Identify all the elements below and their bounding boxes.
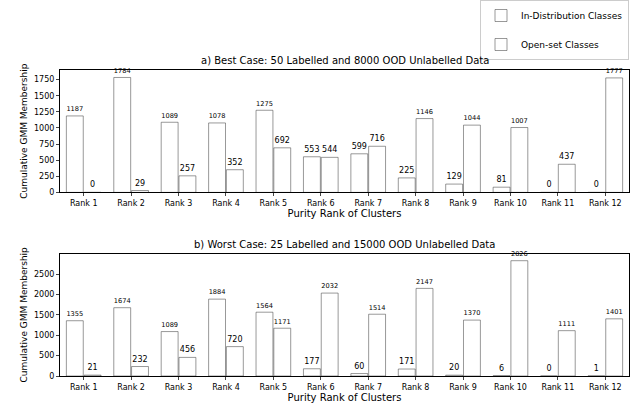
svg-text:500: 500 <box>39 351 54 360</box>
svg-text:Rank 5: Rank 5 <box>260 383 288 392</box>
svg-text:Rank 7: Rank 7 <box>354 383 382 392</box>
svg-text:a) Best Case: 50 Labelled and: a) Best Case: 50 Labelled and 8000 OOD U… <box>201 55 489 66</box>
svg-text:1187: 1187 <box>66 105 83 113</box>
svg-text:Rank 4: Rank 4 <box>212 199 240 208</box>
svg-text:In-Distribution Classes: In-Distribution Classes <box>521 11 622 21</box>
svg-text:1401: 1401 <box>606 308 623 316</box>
svg-text:21: 21 <box>88 363 98 372</box>
svg-text:1146: 1146 <box>416 108 433 116</box>
svg-text:500: 500 <box>39 156 54 165</box>
svg-text:Rank 4: Rank 4 <box>212 383 240 392</box>
svg-text:437: 437 <box>559 152 574 161</box>
svg-text:6: 6 <box>499 364 504 373</box>
svg-text:0: 0 <box>90 180 95 189</box>
svg-text:1000: 1000 <box>34 124 54 133</box>
svg-text:544: 544 <box>322 145 337 154</box>
svg-text:Rank 1: Rank 1 <box>70 199 98 208</box>
svg-text:352: 352 <box>227 158 242 167</box>
svg-text:Rank 2: Rank 2 <box>117 199 145 208</box>
svg-text:1750: 1750 <box>34 75 54 84</box>
svg-text:257: 257 <box>180 164 195 173</box>
svg-text:250: 250 <box>39 172 54 181</box>
svg-text:2000: 2000 <box>34 290 54 299</box>
svg-text:Rank 12: Rank 12 <box>589 383 622 392</box>
svg-text:1884: 1884 <box>209 288 226 296</box>
svg-text:Purity Rank of Clusters: Purity Rank of Clusters <box>288 208 402 219</box>
svg-text:1250: 1250 <box>34 108 54 117</box>
svg-text:Rank 3: Rank 3 <box>165 199 193 208</box>
svg-text:1111: 1111 <box>558 320 575 328</box>
svg-text:1355: 1355 <box>66 310 83 318</box>
svg-text:177: 177 <box>304 357 319 366</box>
svg-text:1007: 1007 <box>511 117 528 125</box>
svg-text:Rank 6: Rank 6 <box>307 199 335 208</box>
svg-text:20: 20 <box>449 363 459 372</box>
svg-text:0: 0 <box>49 372 54 381</box>
svg-text:1078: 1078 <box>209 112 226 120</box>
svg-text:1500: 1500 <box>34 92 54 101</box>
svg-text:692: 692 <box>275 136 290 145</box>
svg-text:1784: 1784 <box>114 67 131 75</box>
svg-text:0: 0 <box>594 180 599 189</box>
svg-text:0: 0 <box>49 188 54 197</box>
svg-text:599: 599 <box>352 142 367 151</box>
svg-text:225: 225 <box>399 166 414 175</box>
svg-text:456: 456 <box>180 345 195 354</box>
svg-text:Purity Rank of Clusters: Purity Rank of Clusters <box>288 392 402 403</box>
svg-text:2032: 2032 <box>321 282 338 290</box>
svg-text:Open-set Classes: Open-set Classes <box>521 40 599 50</box>
svg-text:0: 0 <box>546 180 551 189</box>
svg-text:1777: 1777 <box>606 67 623 75</box>
svg-text:Rank 7: Rank 7 <box>354 199 382 208</box>
svg-text:0: 0 <box>546 364 551 373</box>
svg-text:Rank 9: Rank 9 <box>449 383 477 392</box>
svg-text:1171: 1171 <box>274 318 291 326</box>
svg-text:2826: 2826 <box>511 250 528 258</box>
svg-text:232: 232 <box>132 355 147 364</box>
svg-text:81: 81 <box>496 175 506 184</box>
svg-text:1000: 1000 <box>34 331 54 340</box>
svg-text:553: 553 <box>304 145 319 154</box>
svg-text:Rank 5: Rank 5 <box>260 199 288 208</box>
svg-text:1044: 1044 <box>463 114 480 122</box>
svg-text:Rank 3: Rank 3 <box>165 383 193 392</box>
svg-text:60: 60 <box>354 362 364 371</box>
svg-text:Rank 12: Rank 12 <box>589 199 622 208</box>
svg-text:1089: 1089 <box>161 321 178 329</box>
svg-text:1370: 1370 <box>463 309 480 317</box>
svg-text:1089: 1089 <box>161 112 178 120</box>
svg-text:1564: 1564 <box>256 302 273 310</box>
svg-text:Rank 8: Rank 8 <box>402 199 430 208</box>
svg-text:Rank 8: Rank 8 <box>402 383 430 392</box>
svg-text:1275: 1275 <box>256 100 273 108</box>
svg-text:Rank 10: Rank 10 <box>494 199 527 208</box>
svg-text:750: 750 <box>39 140 54 149</box>
svg-text:Cumulative GMM Membership: Cumulative GMM Membership <box>19 63 29 199</box>
svg-text:Rank 1: Rank 1 <box>70 383 98 392</box>
svg-text:1674: 1674 <box>114 297 131 305</box>
svg-text:Rank 11: Rank 11 <box>542 383 575 392</box>
svg-text:129: 129 <box>447 172 462 181</box>
svg-text:720: 720 <box>227 335 242 344</box>
svg-text:2147: 2147 <box>416 278 433 286</box>
svg-text:1: 1 <box>594 364 599 373</box>
svg-text:Rank 2: Rank 2 <box>117 383 145 392</box>
svg-text:b) Worst Case: 25 Labelled and: b) Worst Case: 25 Labelled and 15000 OOD… <box>194 239 495 250</box>
svg-text:171: 171 <box>399 357 414 366</box>
svg-text:Cumulative GMM Membership: Cumulative GMM Membership <box>19 247 29 383</box>
svg-text:29: 29 <box>135 179 145 188</box>
svg-text:Rank 11: Rank 11 <box>542 199 575 208</box>
svg-text:Rank 9: Rank 9 <box>449 199 477 208</box>
svg-text:1500: 1500 <box>34 311 54 320</box>
svg-text:2500: 2500 <box>34 270 54 279</box>
svg-text:716: 716 <box>369 134 384 143</box>
svg-text:Rank 10: Rank 10 <box>494 383 527 392</box>
svg-text:Rank 6: Rank 6 <box>307 383 335 392</box>
svg-text:1514: 1514 <box>369 304 386 312</box>
